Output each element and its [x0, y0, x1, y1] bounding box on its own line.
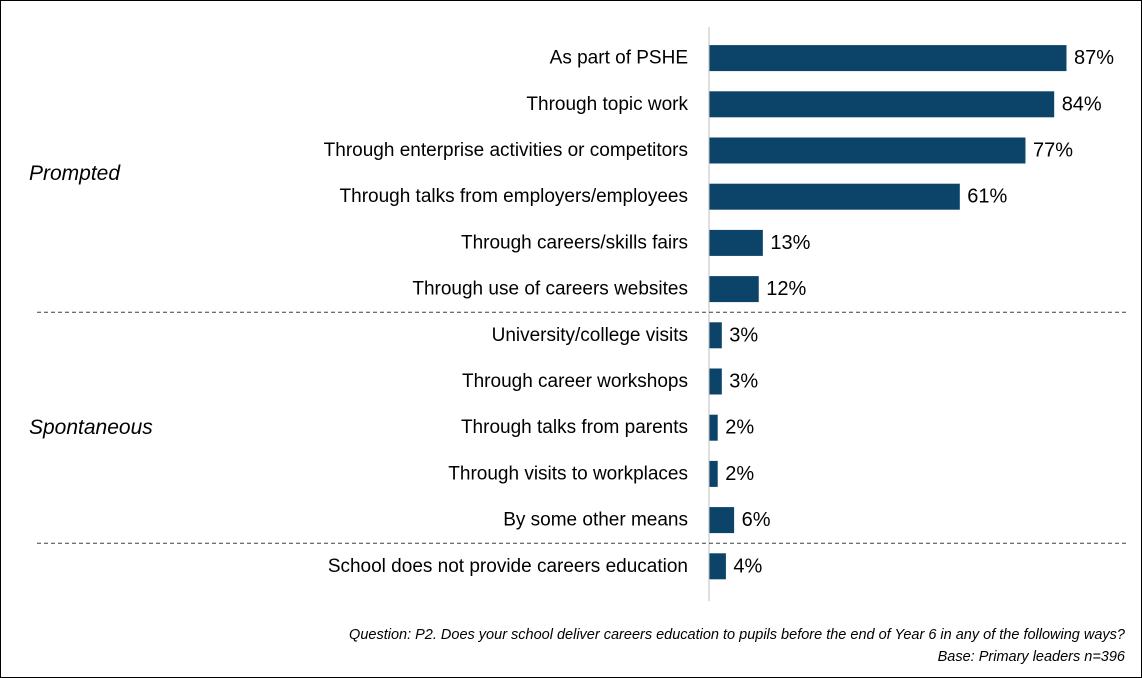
category-label: By some other means	[503, 510, 688, 531]
category-label: University/college visits	[492, 325, 688, 346]
value-label: 87%	[1074, 47, 1114, 69]
bar	[709, 414, 718, 441]
value-label: 2%	[725, 463, 754, 485]
value-label: 3%	[729, 324, 758, 346]
bar	[709, 553, 726, 580]
bar	[709, 183, 960, 210]
bar	[709, 460, 718, 487]
bar	[709, 368, 722, 395]
bar	[709, 322, 722, 349]
question-footnote: Question: P2. Does your school deliver c…	[349, 627, 1125, 643]
value-label: 84%	[1062, 93, 1102, 115]
value-label: 6%	[742, 509, 771, 531]
category-label: Through visits to workplaces	[448, 463, 688, 484]
category-label: Through use of careers websites	[412, 279, 688, 300]
bar	[709, 276, 759, 303]
category-label: Through career workshops	[462, 371, 688, 392]
bar	[709, 507, 735, 534]
value-label: 61%	[967, 186, 1007, 208]
base-footnote: Base: Primary leaders n=396	[937, 649, 1125, 665]
bar	[709, 45, 1067, 72]
value-label: 77%	[1033, 140, 1073, 162]
value-label: 3%	[729, 371, 758, 393]
value-label: 2%	[725, 417, 754, 439]
category-label: Through talks from parents	[461, 417, 688, 438]
category-label: Through topic work	[526, 94, 688, 115]
category-label: Through careers/skills fairs	[461, 232, 688, 253]
bar	[709, 229, 763, 256]
category-label: Through talks from employers/employees	[340, 186, 688, 207]
bar	[709, 137, 1026, 164]
group-label: Prompted	[29, 162, 121, 185]
category-label: School does not provide careers educatio…	[328, 556, 688, 577]
group-label: Spontaneous	[29, 416, 153, 439]
value-label: 4%	[733, 555, 762, 577]
category-label: As part of PSHE	[550, 48, 688, 69]
value-label: 12%	[766, 278, 806, 300]
bar	[709, 91, 1055, 118]
value-label: 13%	[770, 232, 810, 254]
category-label: Through enterprise activities or competi…	[324, 140, 688, 161]
